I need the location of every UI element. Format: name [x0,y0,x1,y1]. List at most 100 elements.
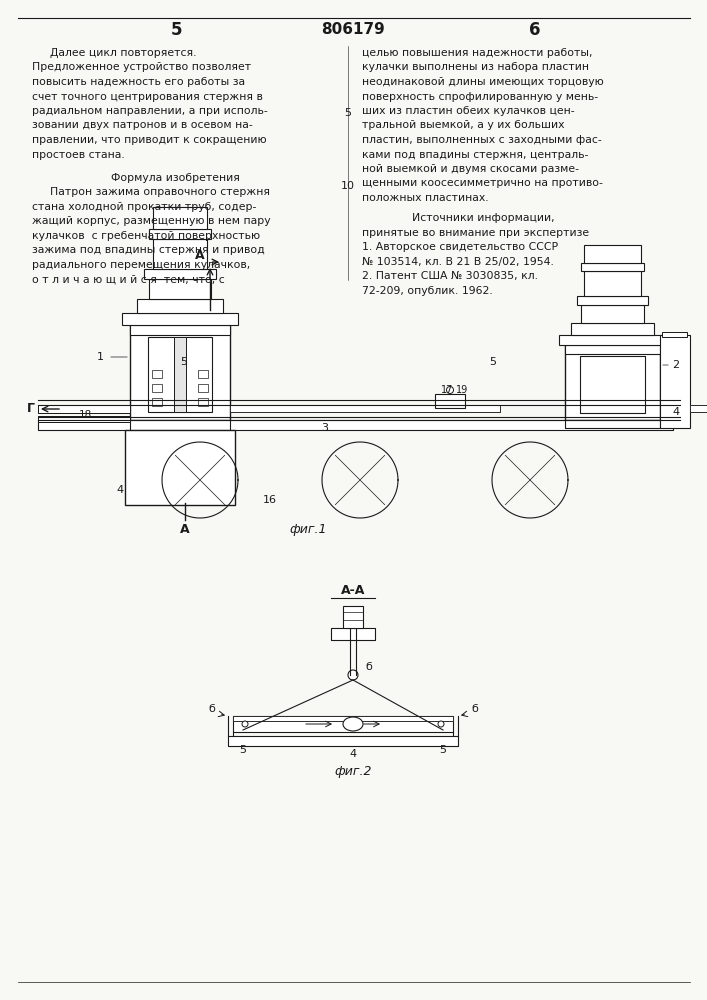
Text: тральной выемкой, а у их больших: тральной выемкой, а у их больших [362,120,564,130]
Text: радиальном направлении, а при исполь-: радиальном направлении, а при исполь- [32,106,268,116]
Bar [198,370,208,378]
Text: положных пластинах.: положных пластинах. [362,193,489,203]
Bar [690,405,707,412]
Bar [130,325,230,335]
Text: ших из пластин обеих кулачков цен-: ших из пластин обеих кулачков цен- [362,106,575,116]
Text: радиального перемещения кулачков,: радиального перемещения кулачков, [32,260,250,270]
Text: 10: 10 [341,181,355,191]
Bar [152,384,162,392]
Bar [660,335,690,428]
Text: принятые во внимание при экспертизе: принятые во внимание при экспертизе [362,228,589,238]
Text: № 103514, кл. В 21 В 25/02, 1954.: № 103514, кл. В 21 В 25/02, 1954. [362,257,554,267]
Text: 16: 16 [263,495,277,505]
Text: поверхность спрофилированную у мень-: поверхность спрофилированную у мень- [362,92,598,102]
Bar [690,405,707,412]
Text: кулачков  с гребенчатой поверхностью: кулачков с гребенчатой поверхностью [32,231,260,241]
Bar [198,398,208,406]
Bar [565,420,660,428]
Bar [153,239,207,269]
Bar [38,420,673,430]
Text: 2. Патент США № 3030835, кл.: 2. Патент США № 3030835, кл. [362,271,538,281]
Text: целью повышения надежности работы,: целью повышения надежности работы, [362,48,592,58]
Bar [130,325,230,335]
Text: Патрон зажима оправочного стержня: Патрон зажима оправочного стержня [50,187,270,197]
Bar [38,416,130,422]
Text: 6: 6 [530,21,541,39]
Text: Далее цикл повторяется.: Далее цикл повторяется. [50,48,197,58]
Bar [38,405,130,413]
Bar [130,325,230,420]
Bar [565,420,660,428]
Text: 4: 4 [117,485,124,495]
Text: 4: 4 [672,407,679,417]
Bar [565,345,660,354]
Text: Источники информации,: Источники информации, [412,213,554,223]
Bar [233,716,453,732]
Bar [152,370,162,378]
Text: пластин, выполненных с заходными фас-: пластин, выполненных с заходными фас- [362,135,602,145]
Bar [565,345,660,420]
Bar [38,416,130,422]
Circle shape [348,670,358,680]
Bar [149,279,211,299]
Bar [152,398,162,406]
Text: жащий корпус, размещенную в нем пару: жащий корпус, размещенную в нем пару [32,216,271,226]
Bar [571,323,654,335]
Text: 5: 5 [180,357,187,367]
Bar [137,299,223,313]
Text: 5: 5 [344,108,351,118]
Text: 2: 2 [672,360,679,370]
Text: фиг.1: фиг.1 [289,524,327,536]
Text: 5: 5 [171,21,182,39]
Text: счет точного центрирования стержня в: счет точного центрирования стержня в [32,92,263,102]
Bar [230,405,500,412]
Bar [580,356,645,413]
Text: 3: 3 [322,423,329,433]
Ellipse shape [343,717,363,731]
Text: зовании двух патронов и в осевом на-: зовании двух патронов и в осевом на- [32,120,252,130]
Bar [122,313,238,325]
Bar [149,229,211,239]
Bar [148,337,212,412]
Bar [125,430,235,505]
Text: 4: 4 [349,749,356,759]
Text: Предложенное устройство позволяет: Предложенное устройство позволяет [32,62,251,73]
Text: 72-209, опублик. 1962.: 72-209, опублик. 1962. [362,286,493,296]
Text: кулачки выполнены из набора пластин: кулачки выполнены из набора пластин [362,62,589,73]
Bar [130,420,230,430]
Text: 5: 5 [240,745,247,755]
Bar [331,628,375,640]
Bar [198,384,208,392]
Text: неодинаковой длины имеющих торцовую: неодинаковой длины имеющих торцовую [362,77,604,87]
Bar [580,356,645,413]
Text: 1: 1 [96,352,103,362]
Text: 1. Авторское свидетельство СССР: 1. Авторское свидетельство СССР [362,242,558,252]
Text: повысить надежность его работы за: повысить надежность его работы за [32,77,245,87]
Text: правлении, что приводит к сокращению: правлении, что приводит к сокращению [32,135,267,145]
Bar [435,394,465,408]
Text: 17: 17 [440,385,453,395]
Text: б: б [365,662,372,672]
Text: ками под впадины стержня, централь-: ками под впадины стержня, централь- [362,149,588,159]
Bar [230,405,500,412]
Bar [38,420,673,430]
Bar [559,335,666,345]
Text: б: б [208,704,215,714]
Text: A-A: A-A [341,584,366,596]
Bar [228,736,458,746]
Text: б: б [471,704,478,714]
Text: А: А [195,249,205,262]
Text: 18: 18 [78,410,92,420]
Bar [662,332,687,337]
Bar [581,263,644,271]
Text: фиг.2: фиг.2 [334,764,372,778]
Bar [233,716,453,721]
Bar [130,420,230,430]
Bar [584,245,641,263]
Bar [565,345,660,354]
Text: 19: 19 [456,385,468,395]
Text: Формула изобретения: Формула изобретения [110,173,240,183]
Bar [581,305,644,323]
Bar [584,271,641,296]
Circle shape [447,386,453,393]
